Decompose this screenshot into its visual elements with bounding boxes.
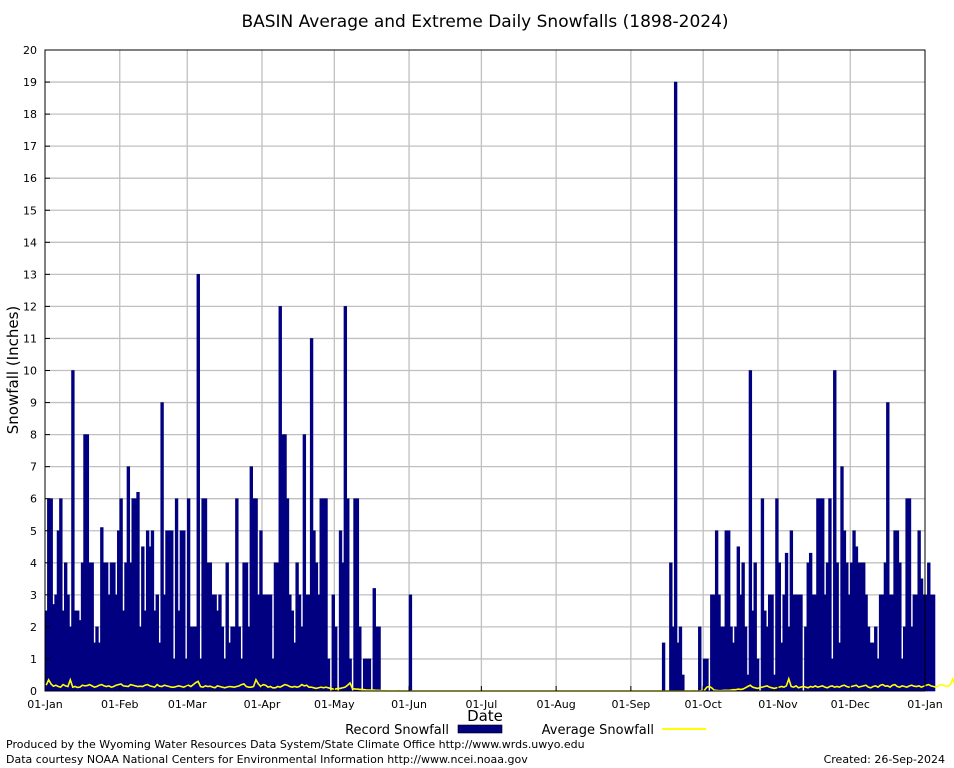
record-snowfall-bar <box>755 658 760 692</box>
y-tick-label: 18 <box>23 108 37 121</box>
y-tick-label: 9 <box>30 397 37 410</box>
record-snowfall-bar <box>334 626 338 692</box>
x-tick-label: 01-Nov <box>758 698 798 711</box>
y-tick-label: 13 <box>23 268 37 281</box>
footer-created-date: Created: 26-Sep-2024 <box>824 753 945 766</box>
x-tick-label: 01-Feb <box>101 698 138 711</box>
record-snowfall-bar <box>408 594 413 692</box>
legend-record-swatch <box>457 724 503 734</box>
legend-average-label: Average Snowfall <box>542 723 654 738</box>
y-tick-label: 1 <box>30 653 37 666</box>
y-tick-label: 2 <box>30 621 37 634</box>
x-tick-label: 01-Oct <box>685 698 723 711</box>
y-tick-label: 15 <box>23 204 37 217</box>
record-snowfall-bar <box>326 658 331 692</box>
record-snowfall-bar <box>673 81 678 692</box>
x-tick-label: 01-Jul <box>465 698 497 711</box>
x-tick-label: 01-Dec <box>831 698 870 711</box>
y-tick-label: 14 <box>23 236 37 249</box>
y-tick-label: 11 <box>23 332 37 345</box>
x-axis-ticks: 01-Jan 01-Feb 01-Mar 01-Apr 01-May 01-Jun 01-J… <box>27 686 943 711</box>
y-tick-label: 6 <box>30 493 37 506</box>
y-tick-label: 10 <box>23 365 37 378</box>
y-tick-label: 12 <box>23 300 37 313</box>
record-snowfall-bar <box>931 594 936 692</box>
record-snowfall-bar <box>681 674 685 692</box>
y-tick-label: 3 <box>30 589 37 602</box>
chart-title: BASIN Average and Extreme Daily Snowfall… <box>241 12 728 32</box>
y-tick-label: 4 <box>30 557 37 570</box>
x-axis-label: Date <box>467 707 503 725</box>
footer-produced-by: Produced by the Wyoming Water Resources … <box>6 738 585 751</box>
x-tick-label: 01-Jun <box>391 698 427 711</box>
x-tick-label: 01-Aug <box>537 698 576 711</box>
y-tick-label: 17 <box>23 140 37 153</box>
record-snowfall-bar <box>661 642 666 692</box>
x-tick-label: 01-May <box>314 698 355 711</box>
y-tick-label: 20 <box>23 44 37 57</box>
y-axis-label: Snowfall (Inches) <box>4 306 22 434</box>
y-tick-label: 5 <box>30 525 37 538</box>
legend: Record Snowfall Average Snowfall <box>345 723 706 738</box>
y-tick-label: 8 <box>30 429 37 442</box>
record-snowfall-bar <box>799 594 803 692</box>
x-tick-label: 01-Jan <box>907 698 943 711</box>
record-snowfall-bar <box>698 626 702 692</box>
x-tick-label: 01-Jan <box>27 698 63 711</box>
record-snowfall-bar <box>377 626 381 692</box>
x-tick-label: 01-Mar <box>168 698 207 711</box>
y-tick-label: 7 <box>30 461 37 474</box>
y-tick-label: 16 <box>23 172 37 185</box>
legend-record-label: Record Snowfall <box>345 723 449 738</box>
y-tick-label: 0 <box>30 685 37 698</box>
record-snowfall-bar <box>367 658 372 692</box>
x-tick-label: 01-Apr <box>244 698 281 711</box>
record-snowfall-bar <box>196 274 200 692</box>
grid-lines <box>45 50 925 691</box>
record-snowfall-bars <box>44 81 936 692</box>
y-tick-label: 19 <box>23 76 37 89</box>
footer-data-courtesy: Data courtesy NOAA National Centers for … <box>6 753 528 766</box>
record-snowfall-bar <box>358 626 362 692</box>
x-tick-label: 01-Sep <box>612 698 651 711</box>
